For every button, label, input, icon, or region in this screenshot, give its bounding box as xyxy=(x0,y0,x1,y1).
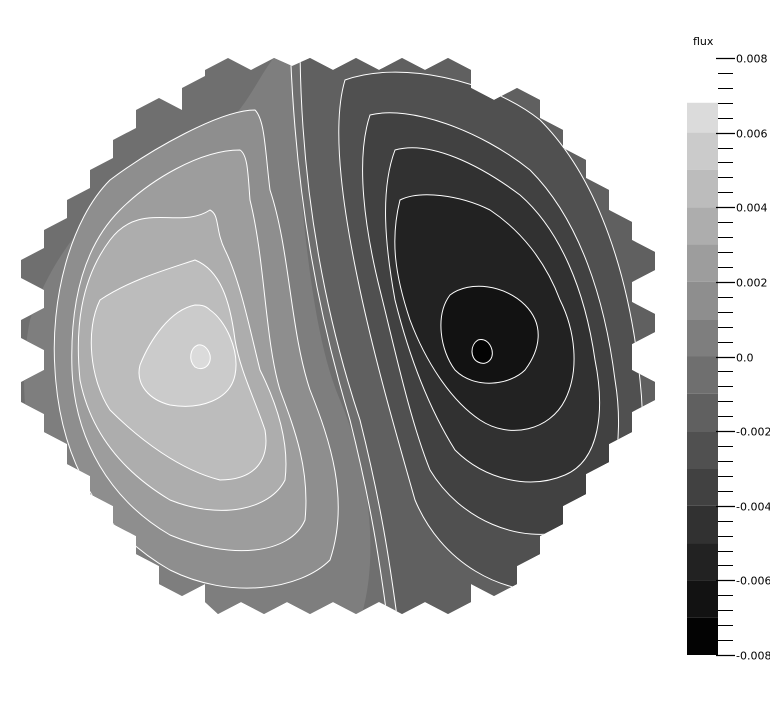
colorbar-tick-label: 0.006 xyxy=(736,128,768,141)
contour-line xyxy=(190,344,211,370)
contour-line xyxy=(385,147,600,483)
colorbar-swatch xyxy=(687,505,718,544)
colorbar-tick-label: -0.006 xyxy=(736,575,770,588)
colorbar-tick-label: 0.002 xyxy=(736,277,768,290)
contour-line xyxy=(138,304,237,407)
colorbar-tick-label: -0.002 xyxy=(736,426,770,439)
negative-lobe-band-6 xyxy=(440,286,539,384)
negative-lobe-band-7 xyxy=(472,339,493,364)
colorbar-title: flux xyxy=(693,35,714,48)
colorbar-swatch xyxy=(687,543,718,581)
colorbar-swatch xyxy=(687,132,718,170)
colorbar-tick-label: -0.004 xyxy=(736,501,770,514)
contour-line xyxy=(440,285,539,384)
colorbar-tick-label: -0.008 xyxy=(736,650,770,663)
colorbar-swatch xyxy=(687,468,718,506)
colorbar-swatch xyxy=(687,169,718,208)
colorbar-tick-label: 0.004 xyxy=(736,202,768,215)
contour-line xyxy=(90,259,267,481)
colorbar-swatch xyxy=(687,393,718,432)
colorbar-swatch xyxy=(687,281,718,320)
colorbar-tick-label: 0.008 xyxy=(736,53,768,66)
colorbar-swatch xyxy=(687,244,718,282)
colorbar-major-ticks: 0.008 0.006 0.004 0.002 0.0 -0.002 -0.004 -0.00… xyxy=(716,53,770,663)
colorbar-swatch xyxy=(687,207,718,245)
contour-line xyxy=(53,109,339,589)
contour-line xyxy=(299,58,401,614)
contour-line xyxy=(71,149,307,552)
positive-lobe-band-7 xyxy=(190,344,211,369)
colorbar-swatch xyxy=(687,617,718,655)
flux-field xyxy=(21,58,655,614)
colorbar-tick-label: 0.0 xyxy=(736,352,754,365)
flux-contour-plot xyxy=(21,58,655,614)
colorbar-swatch xyxy=(687,319,718,357)
contour-line xyxy=(289,58,391,614)
contour-lines xyxy=(53,58,643,614)
contour-line xyxy=(394,194,575,431)
contour-line xyxy=(471,339,493,364)
colorbar-swatch xyxy=(687,102,718,133)
colorbar-swatch xyxy=(687,580,718,618)
colorbar-swatch xyxy=(687,356,718,394)
colorbar-swatches xyxy=(687,102,718,655)
positive-lobe-band-6 xyxy=(139,305,236,407)
colorbar-swatch xyxy=(687,431,718,469)
contour-line xyxy=(77,209,287,511)
